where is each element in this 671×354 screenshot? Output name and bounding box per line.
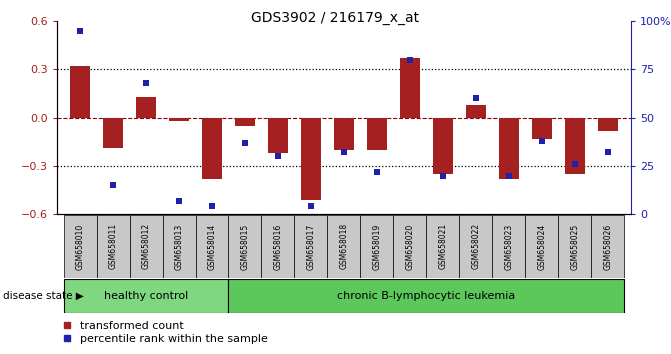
Text: GSM658016: GSM658016 [274, 223, 282, 269]
Bar [360, 215, 393, 278]
Text: GSM658026: GSM658026 [603, 223, 612, 269]
Bar [493, 215, 525, 278]
Bar [70, 66, 90, 118]
Bar [64, 215, 97, 278]
Bar [532, 118, 552, 139]
Bar [202, 118, 222, 179]
Bar [169, 118, 189, 121]
Bar [268, 118, 288, 153]
Text: disease state ▶: disease state ▶ [3, 291, 84, 301]
Bar [400, 58, 420, 118]
Text: GSM658014: GSM658014 [207, 223, 217, 269]
Text: GSM658025: GSM658025 [570, 223, 579, 269]
Legend: transformed count, percentile rank within the sample: transformed count, percentile rank withi… [62, 321, 268, 344]
Bar [525, 215, 558, 278]
Text: GSM658012: GSM658012 [142, 223, 150, 269]
Text: healthy control: healthy control [104, 291, 188, 301]
Bar [162, 215, 195, 278]
Point [305, 204, 316, 209]
Text: GSM658018: GSM658018 [340, 223, 348, 269]
Point [339, 150, 350, 155]
Point [141, 80, 152, 86]
Bar [97, 215, 130, 278]
Bar [130, 215, 162, 278]
Bar [295, 215, 327, 278]
Text: GSM658019: GSM658019 [372, 223, 381, 269]
Bar [393, 215, 426, 278]
Bar [235, 118, 255, 126]
Bar [459, 215, 493, 278]
Bar [103, 118, 123, 148]
Bar [499, 118, 519, 179]
Text: GDS3902 / 216179_x_at: GDS3902 / 216179_x_at [252, 11, 419, 25]
Bar [367, 118, 386, 150]
Text: GSM658024: GSM658024 [537, 223, 546, 269]
Text: GSM658011: GSM658011 [109, 223, 117, 269]
Bar [598, 118, 617, 131]
Bar [262, 215, 295, 278]
Bar [229, 279, 624, 313]
Point [74, 28, 85, 34]
Bar [229, 215, 262, 278]
Text: GSM658021: GSM658021 [438, 223, 448, 269]
Bar [195, 215, 229, 278]
Point [470, 96, 481, 101]
Text: GSM658015: GSM658015 [240, 223, 250, 269]
Text: GSM658010: GSM658010 [76, 223, 85, 269]
Bar [565, 118, 584, 174]
Text: GSM658017: GSM658017 [307, 223, 315, 269]
Point [240, 140, 250, 145]
Point [569, 161, 580, 167]
Bar [466, 105, 486, 118]
Bar [591, 215, 624, 278]
Bar [64, 279, 229, 313]
Bar [327, 215, 360, 278]
Text: GSM658022: GSM658022 [471, 223, 480, 269]
Bar [426, 215, 459, 278]
Bar [433, 118, 453, 174]
Point [207, 204, 217, 209]
Point [603, 150, 613, 155]
Point [437, 173, 448, 178]
Bar [301, 118, 321, 200]
Point [503, 173, 514, 178]
Point [272, 154, 283, 159]
Bar [334, 118, 354, 150]
Point [405, 57, 415, 63]
Bar [136, 97, 156, 118]
Bar [558, 215, 591, 278]
Text: GSM658020: GSM658020 [405, 223, 414, 269]
Text: GSM658023: GSM658023 [504, 223, 513, 269]
Point [372, 169, 382, 175]
Text: chronic B-lymphocytic leukemia: chronic B-lymphocytic leukemia [338, 291, 515, 301]
Point [108, 182, 119, 188]
Point [174, 198, 185, 204]
Text: GSM658013: GSM658013 [174, 223, 184, 269]
Point [536, 138, 547, 144]
